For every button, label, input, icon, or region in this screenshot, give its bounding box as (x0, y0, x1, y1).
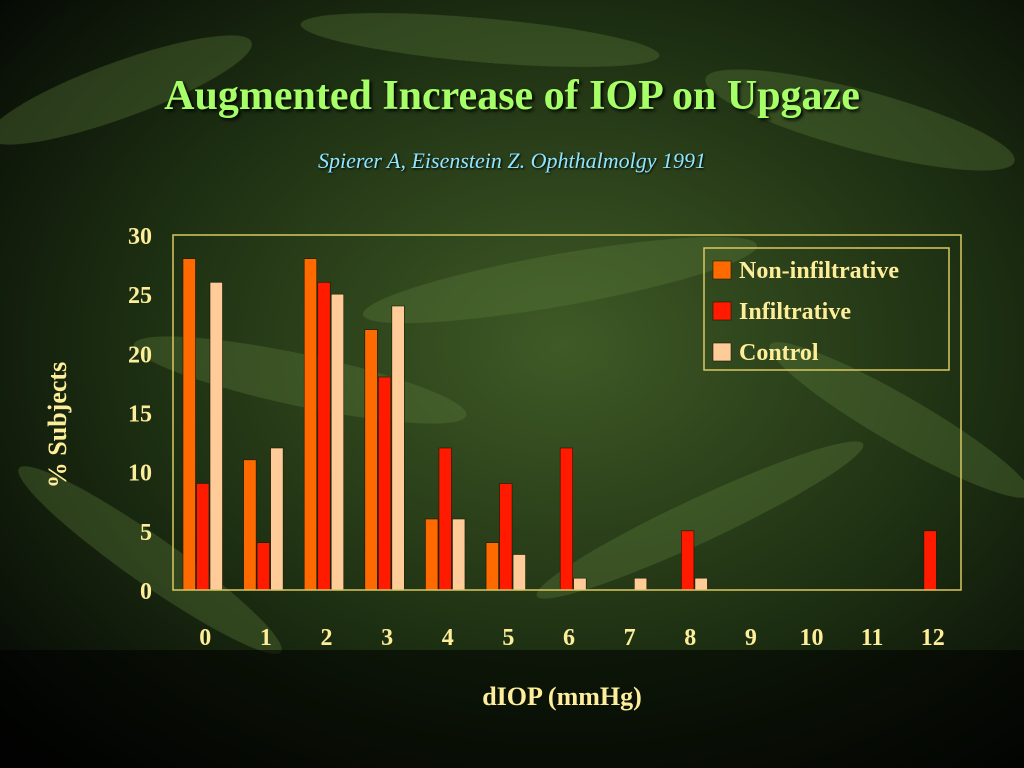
bar-infiltrative-3 (378, 376, 392, 591)
bar-control-6 (573, 577, 587, 591)
x-tick-label: 0 (199, 625, 211, 651)
x-tick-label: 10 (799, 625, 823, 651)
bar-control-1 (270, 447, 284, 591)
bar-non-infiltrative-2 (303, 258, 318, 591)
y-axis-tick-labels: 0 5 10 15 20 25 30 (128, 224, 152, 605)
x-tick-label: 11 (861, 625, 884, 651)
bar-infiltrative-4 (438, 447, 452, 591)
legend-label: Control (739, 340, 819, 366)
bar-non-infiltrative-0 (182, 258, 196, 591)
legend-label: Non-infiltrative (739, 258, 899, 284)
y-tick-label: 5 (140, 520, 152, 546)
plot-frame (172, 234, 962, 591)
bar-non-infiltrative-4 (425, 518, 439, 591)
y-tick-label: 15 (128, 402, 152, 428)
y-tick-label: 10 (128, 461, 152, 487)
x-axis-label: dIOP (mmHg) (482, 682, 642, 711)
y-tick-label: 25 (128, 283, 152, 309)
bar-infiltrative-0 (196, 483, 210, 591)
x-tick-label: 9 (745, 625, 757, 651)
legend-label: Infiltrative (739, 299, 851, 325)
x-tick-label: 3 (381, 625, 393, 651)
y-axis-label: % Subjects (43, 362, 72, 488)
x-tick-label: 6 (563, 625, 575, 651)
x-tick-label: 4 (442, 625, 454, 651)
legend: Non-infiltrative Infiltrative Control (703, 247, 950, 371)
legend-frame (703, 247, 950, 371)
bar-control-2 (330, 293, 345, 591)
bar-control-8 (694, 577, 708, 591)
x-tick-label: 2 (321, 625, 333, 651)
slide-title: Augmented Increase of IOP on Upgaze (164, 73, 860, 119)
bar-non-infiltrative-5 (485, 542, 499, 591)
bar-control-5 (512, 554, 526, 591)
bar-infiltrative-12 (923, 530, 937, 591)
legend-swatch (712, 342, 732, 362)
bar-non-infiltrative-1 (243, 459, 257, 591)
bar-infiltrative-5 (499, 483, 513, 591)
bar-non-infiltrative-3 (364, 329, 378, 591)
x-tick-label: 8 (684, 625, 696, 651)
legend-swatch (712, 260, 732, 280)
bar-control-4 (452, 518, 466, 591)
bar-infiltrative-2 (317, 282, 331, 591)
bar-infiltrative-1 (256, 542, 270, 591)
x-tick-label: 12 (921, 625, 945, 651)
y-tick-label: 30 (128, 224, 152, 250)
y-tick-label: 0 (140, 579, 152, 605)
bar-control-0 (209, 282, 223, 591)
x-tick-label: 7 (624, 625, 636, 651)
x-axis-tick-labels: 0 1 2 3 4 5 6 7 8 9 10 11 12 (199, 625, 944, 651)
bar-control-3 (391, 305, 405, 591)
y-tick-label: 20 (128, 342, 152, 368)
bar-infiltrative-8 (681, 530, 695, 591)
x-tick-label: 5 (502, 625, 514, 651)
slide-subtitle: Spierer A, Eisenstein Z. Ophthalmolgy 19… (317, 148, 707, 173)
legend-swatch (712, 301, 732, 321)
bar-control-7 (634, 577, 648, 591)
x-tick-label: 1 (260, 625, 272, 651)
bar-infiltrative-6 (559, 447, 573, 591)
